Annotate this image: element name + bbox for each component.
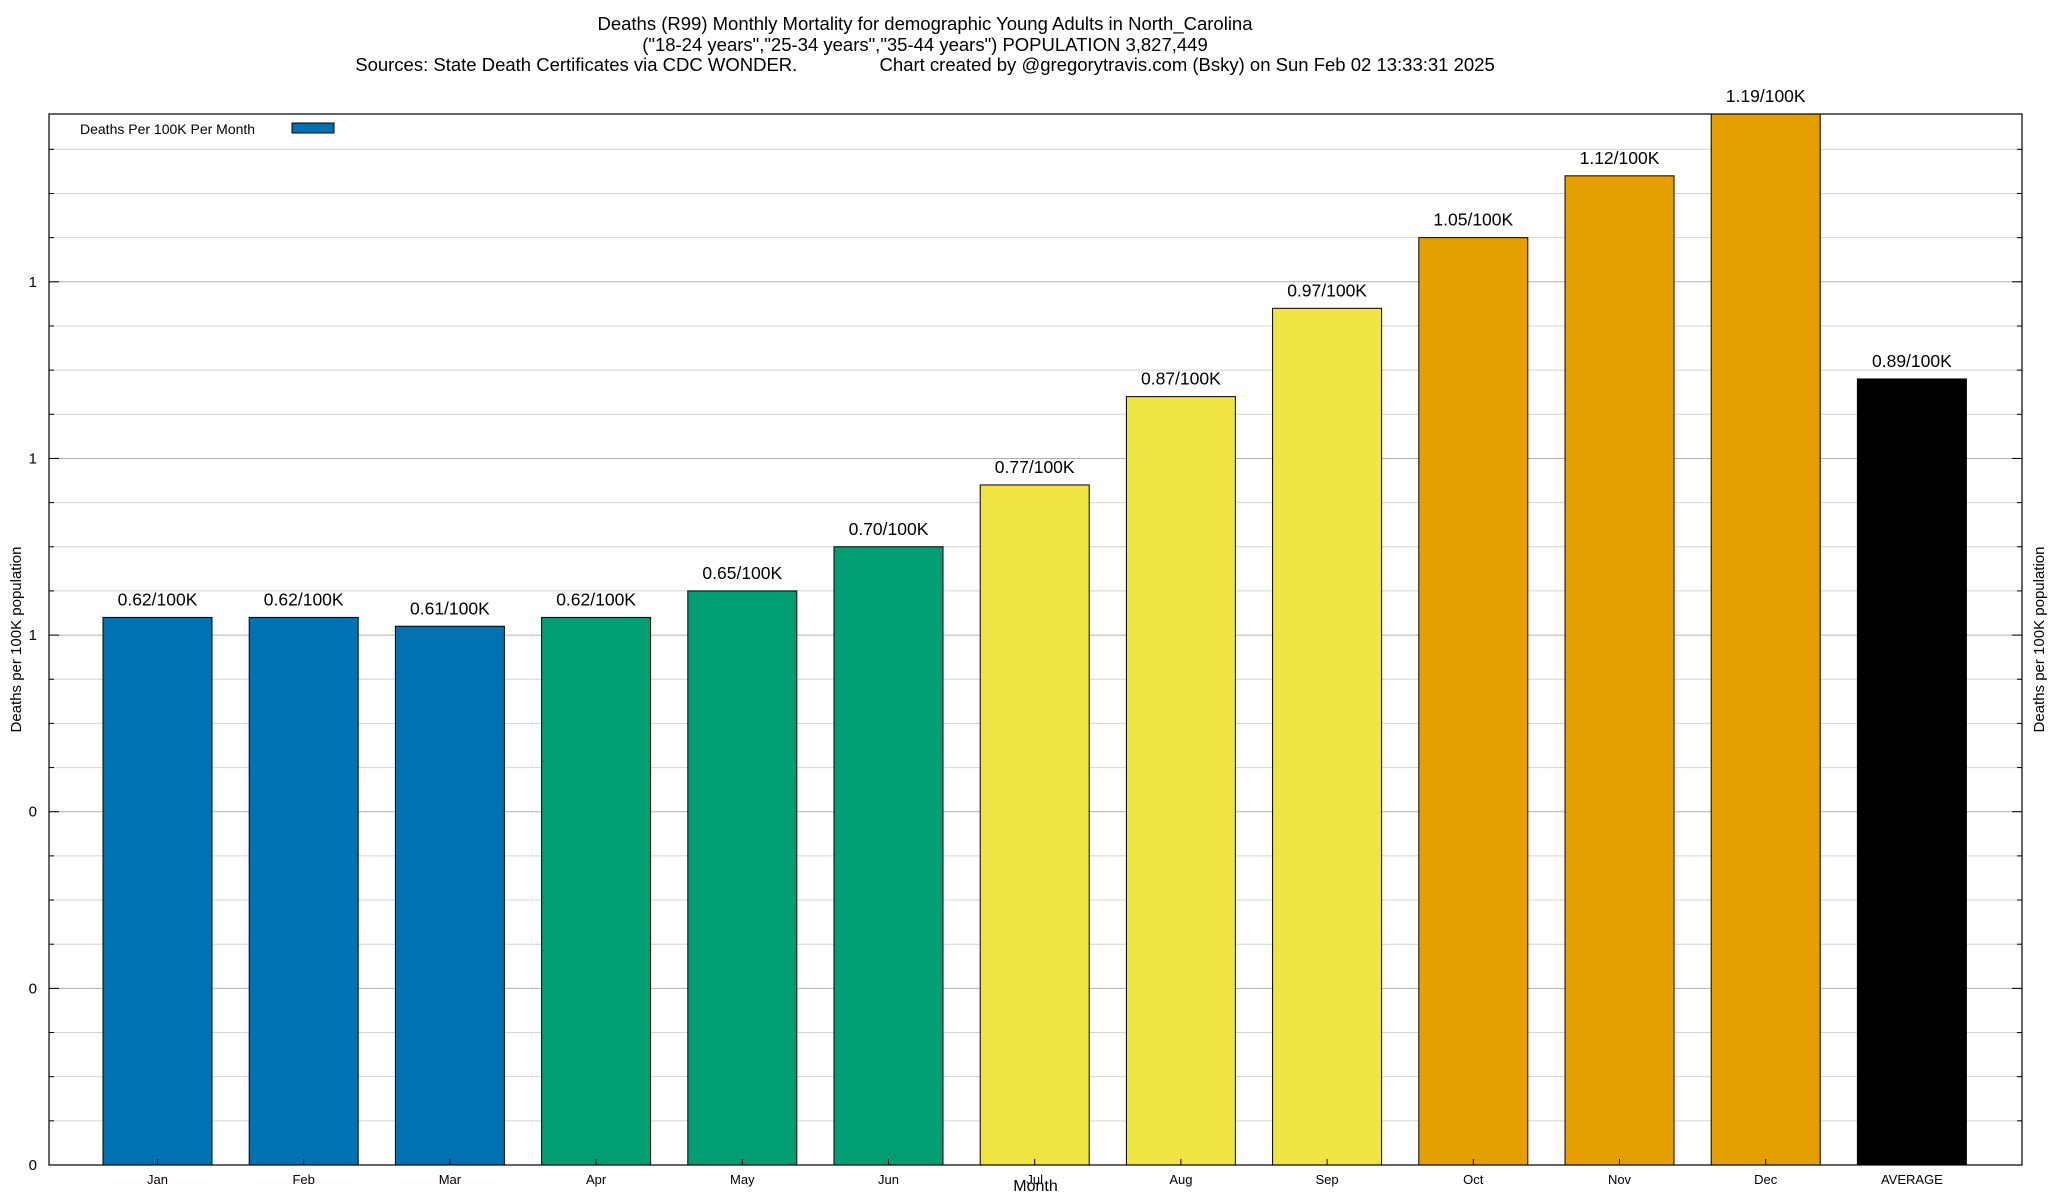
y-tick-label: 1 xyxy=(29,450,37,467)
data-label: 0.62/100K xyxy=(556,589,636,609)
data-label: 0.65/100K xyxy=(702,563,782,583)
data-label: 0.87/100K xyxy=(1141,369,1221,389)
bar-oct xyxy=(1418,237,1529,1166)
x-tick-label: Aug xyxy=(1169,1172,1192,1187)
x-tick-label: AVERAGE xyxy=(1881,1172,1943,1187)
plot-border xyxy=(48,113,2023,1166)
data-label: 0.89/100K xyxy=(1872,351,1952,371)
x-tick-label: Apr xyxy=(586,1172,607,1187)
bar-jan xyxy=(102,616,213,1166)
x-tick-label: Feb xyxy=(292,1172,314,1187)
bar-jun xyxy=(833,546,944,1166)
x-tick-label: Nov xyxy=(1608,1172,1632,1187)
x-tick-label: Jan xyxy=(147,1172,168,1187)
bar-dec xyxy=(1710,113,1821,1166)
y-axis-label-right: Deaths per 100K population xyxy=(2031,547,2048,733)
bar-average xyxy=(1856,378,1967,1166)
data-label: 0.62/100K xyxy=(264,589,344,609)
chart-source-line: Sources: State Death Certificates via CD… xyxy=(355,54,1495,75)
x-tick-label: Jun xyxy=(878,1172,899,1187)
y-tick-label: 0 xyxy=(29,1157,37,1174)
y-tick-label: 1 xyxy=(29,627,37,644)
data-label: 0.97/100K xyxy=(1287,280,1367,300)
data-label: 0.61/100K xyxy=(410,598,490,618)
bar-nov xyxy=(1564,175,1675,1166)
x-tick-label: Jul xyxy=(1026,1172,1043,1187)
bar-apr xyxy=(541,616,652,1166)
legend-label: Deaths Per 100K Per Month xyxy=(80,121,255,137)
data-label: 0.62/100K xyxy=(118,589,198,609)
x-tick-label: Sep xyxy=(1316,1172,1339,1187)
y-tick-label: 0 xyxy=(29,804,37,821)
legend-swatch xyxy=(291,122,335,134)
bar-sep xyxy=(1272,307,1383,1166)
data-label: 0.70/100K xyxy=(849,519,929,539)
x-tick-label: May xyxy=(730,1172,755,1187)
bar-feb xyxy=(248,616,359,1166)
x-tick-label: Mar xyxy=(439,1172,462,1187)
y-axis-label-left: Deaths per 100K population xyxy=(8,547,25,733)
bar-mar xyxy=(394,625,505,1166)
x-tick-label: Dec xyxy=(1754,1172,1778,1187)
y-tick-label: 0 xyxy=(29,980,37,997)
x-tick-label: Oct xyxy=(1463,1172,1484,1187)
data-label: 1.05/100K xyxy=(1433,210,1513,230)
chart-title: Deaths (R99) Monthly Mortality for demog… xyxy=(597,13,1253,34)
x-axis-label: Month xyxy=(1013,1178,1057,1195)
data-label: 1.12/100K xyxy=(1580,148,1660,168)
y-tick-label: 1 xyxy=(29,274,37,291)
bar-may xyxy=(687,590,798,1166)
data-label: 1.19/100K xyxy=(1726,86,1806,106)
data-label: 0.77/100K xyxy=(995,457,1075,477)
bar-jul xyxy=(979,484,1090,1166)
bar-aug xyxy=(1125,396,1236,1166)
chart-subtitle: ("18-24 years","25-34 years","35-44 year… xyxy=(642,34,1208,55)
